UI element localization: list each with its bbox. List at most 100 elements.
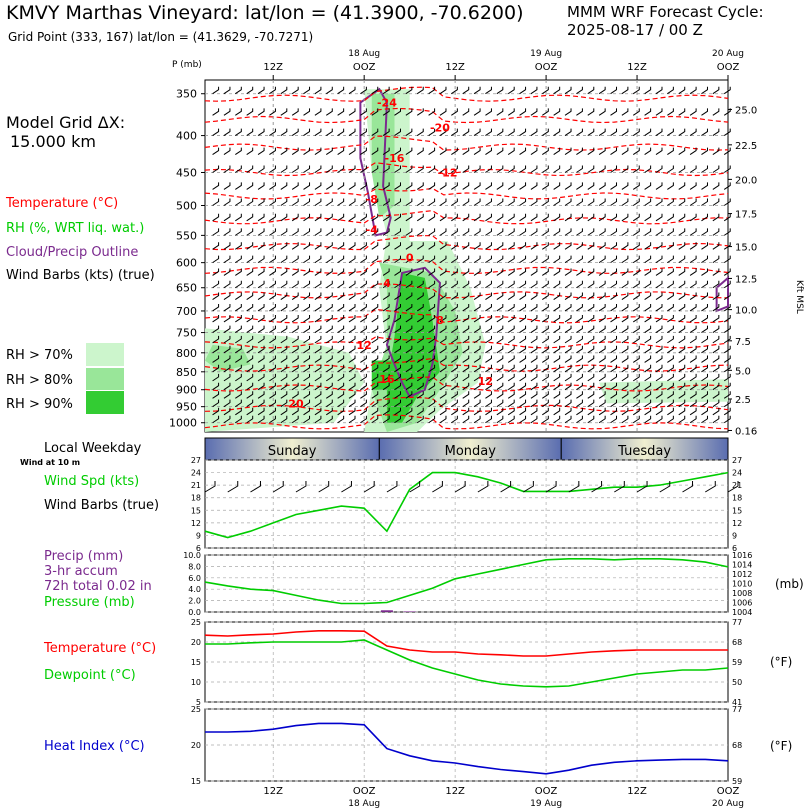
wind-barb [348,303,356,312]
wind-panel-tick-label: 6 [196,544,201,553]
wind-barb [542,213,549,222]
wind-barb [542,415,549,424]
wind-barb [428,335,436,344]
wind-barb [303,213,311,222]
wind-barb [678,345,686,354]
heat-panel-right-tick-label: 59 [732,777,742,786]
wind-barb [325,382,333,391]
wind-barb [507,128,515,136]
wind-barb [428,213,436,222]
wind-barb [553,382,561,391]
wind-barb [542,128,549,136]
wind-barb [223,335,231,344]
pressure-right-tick-label: 1008 [732,589,752,598]
wind-barb [405,415,413,424]
wind-barb [360,391,367,399]
wind-barb [576,213,583,222]
wind-barb [587,108,595,116]
wind-barb [632,355,640,363]
wind-barb [655,415,663,424]
wind-barb [610,147,618,155]
wind-barb [587,407,595,416]
wind-barb [212,198,220,206]
wind-barb [325,228,333,236]
surface-wind-barb [386,481,398,493]
wind-barb [473,399,481,408]
wind-barb [667,86,674,95]
wind-barb [416,325,424,333]
wind-barb [394,108,401,116]
wind-barb [348,280,356,289]
wind-barb [280,108,288,116]
wind-barb [667,314,674,323]
wind-barb [507,391,515,399]
wind-barb [587,292,595,300]
wind-barb [507,292,515,300]
wind-barb [235,355,242,363]
surface-wind-barb [636,481,648,493]
wind-barb [451,399,458,408]
pressure-right-tick-label: 1010 [732,580,752,589]
wind-barb [621,255,629,264]
wind-barb [428,391,436,399]
wind-barb [451,86,458,95]
forecast-cycle-title: MMM WRF Forecast Cycle: [567,3,764,21]
wind-barb [439,198,447,206]
wind-barb [428,128,436,136]
temp-panel-tick-label: 5 [196,698,201,707]
temp-panel-tick-label: 20 [191,638,201,647]
wind-barb [439,128,447,136]
wind-barb [314,213,322,222]
wind-barb [235,147,242,155]
wind-panel-wind-speed-line [204,471,729,539]
wind-barb [701,292,708,300]
wind-barb [439,268,447,276]
wind-barb [382,182,390,190]
wind-barb [632,399,640,408]
wind-barb [553,147,561,155]
wind-barb [416,128,424,136]
wind-barb [701,255,708,264]
wind-barb [519,228,527,236]
wind-barb [439,292,447,300]
wind-barb [462,280,470,289]
wind-barb [667,292,674,300]
wind-barb [269,255,276,264]
wind-barb [667,213,674,222]
wind-barb [416,415,424,424]
legend-rh: RH (%, WRT liq. wat.) [6,221,145,236]
wind-barb [530,325,538,333]
wind-barb [371,255,379,264]
wind-barb [405,391,413,399]
wind-barb [462,255,470,264]
temp-panel-frame [204,621,729,703]
wind-barb [655,228,663,236]
wind-barb [291,147,299,155]
wind-barb [621,228,629,236]
wind-barb [553,335,561,344]
wind-barb [530,182,538,190]
wind-barb [576,165,583,173]
wind-barb [325,280,333,289]
heat-axis-unit-f: (°F) [770,739,792,753]
wind-barb [655,345,663,354]
kft-tick-label: 25.0 [735,105,757,116]
wind-barb [530,314,538,323]
wind-barb [632,345,640,354]
wind-barb [621,407,629,416]
wind-barb [246,415,254,424]
wind-barb [542,407,549,416]
wind-barb [303,399,311,408]
pressure-right-tick-label: 1012 [732,570,752,579]
wind-barb [428,355,436,363]
wind-barb [598,345,606,354]
wind-barb [235,325,242,333]
wind-barb [291,182,299,190]
wind-barb [337,415,345,424]
wind-barb [371,345,379,354]
wind-barb [348,335,356,344]
wind-barb [314,325,322,333]
wind-barb [428,382,436,391]
wind-barb [382,242,390,250]
wind-barb [303,182,311,190]
